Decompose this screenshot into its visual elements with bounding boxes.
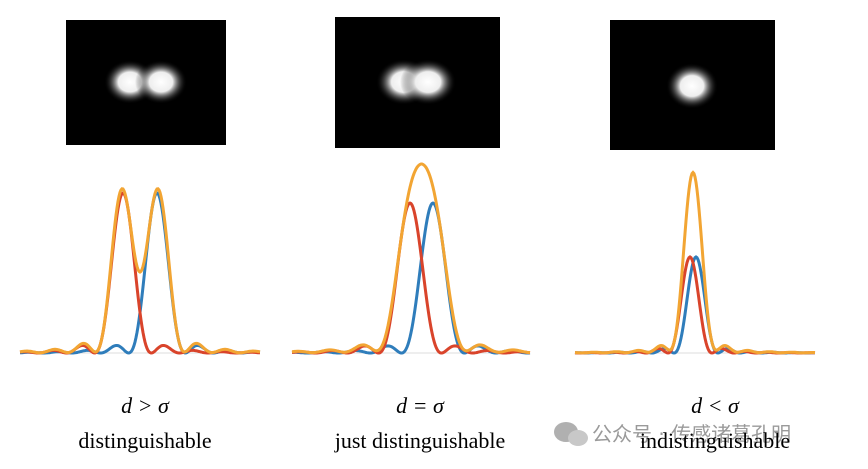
curve-sum <box>574 170 815 355</box>
curve-sum <box>19 187 261 355</box>
watermark-icon <box>554 422 588 446</box>
image-1 <box>66 20 226 145</box>
image-2 <box>335 17 500 148</box>
curve-blue <box>292 201 531 355</box>
image-3 <box>610 20 775 150</box>
panel-label: distinguishable <box>78 428 211 453</box>
curve-red <box>574 255 816 355</box>
profiles <box>19 162 816 355</box>
condition: d = σ <box>396 393 445 418</box>
panel-label: just distinguishable <box>334 428 506 453</box>
condition: d < σ <box>691 393 740 418</box>
curve-sum <box>291 162 531 355</box>
condition: d > σ <box>121 393 170 418</box>
watermark: 公众号 · 传感诸葛孔明 <box>592 422 791 446</box>
panel-label: indistinguishable <box>640 428 790 453</box>
